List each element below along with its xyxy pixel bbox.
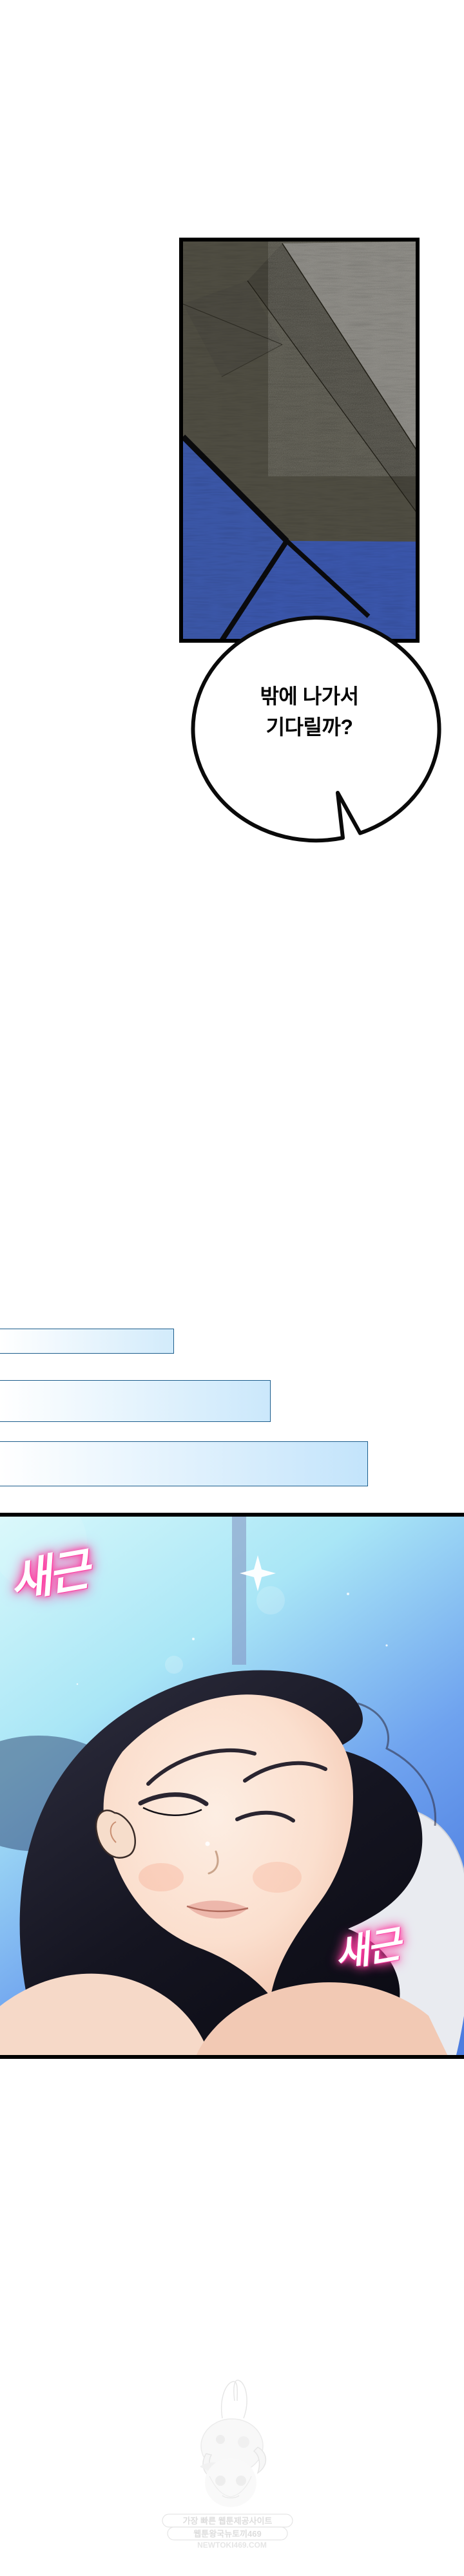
svg-text:웹툰왕국뉴토끼469: 웹툰왕국뉴토끼469 xyxy=(193,2529,261,2539)
svg-text:가장 빠른 웹툰제공사이트: 가장 빠른 웹툰제공사이트 xyxy=(183,2516,273,2526)
svg-text:NEWTOKI469.COM: NEWTOKI469.COM xyxy=(197,2541,267,2550)
